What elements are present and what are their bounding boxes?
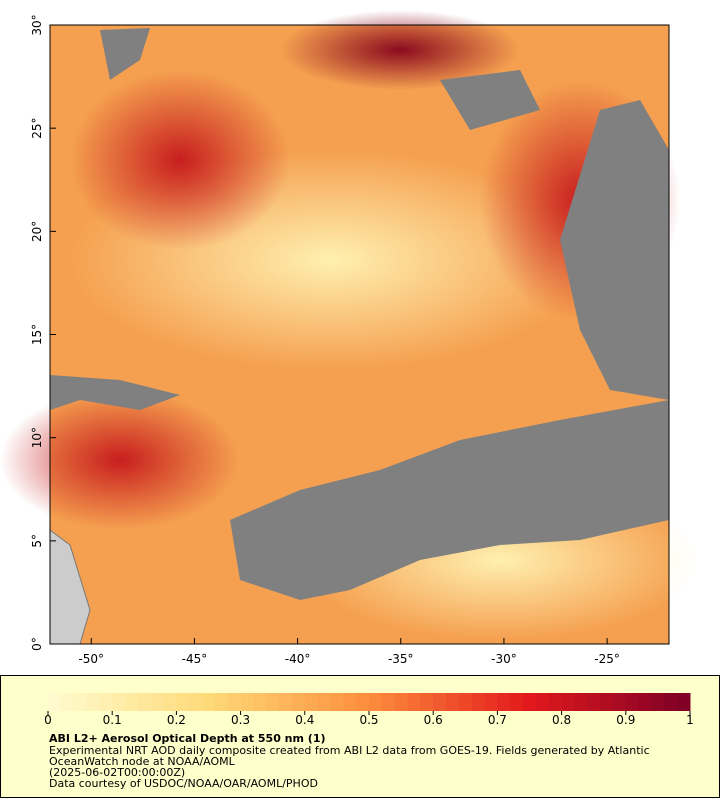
colorbar-step bbox=[458, 693, 473, 711]
colorbar-step bbox=[446, 693, 460, 711]
colorbar-tick-label: 0.5 bbox=[359, 713, 378, 726]
colorbar-step bbox=[112, 693, 126, 711]
colorbar-tick-label: 0.6 bbox=[424, 713, 443, 726]
colorbar-step bbox=[574, 693, 588, 711]
x-tick-label: -30° bbox=[491, 652, 517, 666]
colorbar-step bbox=[189, 693, 203, 711]
x-tick-label: -35° bbox=[388, 652, 414, 666]
colorbar-step bbox=[638, 693, 652, 711]
colorbar-tick-label: 1 bbox=[686, 713, 694, 726]
colorbar-step bbox=[330, 693, 344, 711]
x-tick-label: -50° bbox=[78, 652, 104, 666]
colorbar-step bbox=[664, 693, 678, 711]
colorbar-step bbox=[369, 693, 383, 711]
y-tick-label: 20° bbox=[30, 221, 44, 242]
colorbar-step bbox=[407, 693, 421, 711]
colorbar: 0 0.1 0.2 0.3 0.4 0.5 0.6 0.7 0.8 0.9 1 bbox=[44, 693, 694, 726]
colorbar-step bbox=[291, 693, 306, 711]
legend: 0 0.1 0.2 0.3 0.4 0.5 0.6 0.7 0.8 0.9 1 ABI L2+ Ae… bbox=[0, 675, 720, 798]
colorbar-step bbox=[561, 693, 575, 711]
no-data bbox=[230, 400, 669, 600]
colorbar-step bbox=[612, 693, 627, 711]
high-aod bbox=[0, 390, 240, 530]
colorbar-step bbox=[420, 693, 434, 711]
description: Data courtesy of USDOC/NOAA/OAR/AOML/PHO… bbox=[49, 777, 318, 790]
colorbar-step bbox=[304, 693, 319, 711]
colorbar-tick-label: 0.2 bbox=[167, 713, 186, 726]
no-data bbox=[50, 375, 180, 410]
colorbar-tick-label: 0.8 bbox=[552, 713, 571, 726]
colorbar-tick-label: 0.1 bbox=[103, 713, 122, 726]
colorbar-step bbox=[625, 693, 640, 711]
y-tick-label: 0° bbox=[30, 637, 44, 651]
colorbar-tick-label: 0.9 bbox=[616, 713, 635, 726]
colorbar-step bbox=[99, 693, 113, 711]
high-aod bbox=[280, 10, 520, 90]
x-tick-label: -40° bbox=[285, 652, 311, 666]
colorbar-step bbox=[60, 693, 75, 711]
colorbar-step bbox=[523, 693, 537, 711]
colorbar-step bbox=[317, 693, 331, 711]
description: Experimental NRT AOD daily composite cre… bbox=[49, 744, 650, 757]
no-data bbox=[560, 100, 669, 400]
map: -50° -45° -40° -35° -30° -25° 0° 5° 10° 15° 20° 25°… bbox=[0, 10, 700, 666]
colorbar-step bbox=[587, 693, 601, 711]
colorbar-step bbox=[381, 693, 396, 711]
colorbar-step bbox=[651, 693, 665, 711]
colorbar-step bbox=[600, 693, 614, 711]
y-tick-label: 5° bbox=[30, 534, 44, 548]
colorbar-tick-label: 0.7 bbox=[488, 713, 507, 726]
description: OceanWatch node at NOAA/AOML bbox=[49, 755, 235, 768]
colorbar-step bbox=[48, 693, 62, 711]
colorbar-tick-label: 0 bbox=[44, 713, 52, 726]
y-tick-label: 15° bbox=[30, 324, 44, 345]
colorbar-step bbox=[253, 693, 267, 711]
legend-title: ABI L2+ Aerosol Optical Depth at 550 nm … bbox=[49, 732, 326, 745]
colorbar-step bbox=[125, 693, 139, 711]
colorbar-step bbox=[535, 693, 550, 711]
colorbar-step bbox=[279, 693, 293, 711]
colorbar-step bbox=[176, 693, 190, 711]
colorbar-step bbox=[266, 693, 280, 711]
colorbar-step bbox=[202, 693, 216, 711]
colorbar-step bbox=[163, 693, 177, 711]
colorbar-step bbox=[356, 693, 370, 711]
colorbar-tick-label: 0.3 bbox=[231, 713, 250, 726]
description: (2025-06-02T00:00:00Z) bbox=[49, 766, 186, 779]
colorbar-step bbox=[86, 693, 100, 711]
colorbar-step bbox=[471, 693, 486, 711]
colorbar-step bbox=[677, 693, 691, 711]
colorbar-step bbox=[343, 693, 357, 711]
y-tick-label: 25° bbox=[30, 118, 44, 139]
colorbar-step bbox=[510, 693, 524, 711]
y-tick-label: 30° bbox=[30, 14, 44, 35]
colorbar-step bbox=[394, 693, 409, 711]
no-data bbox=[440, 70, 540, 130]
colorbar-step bbox=[484, 693, 498, 711]
colorbar-step bbox=[214, 693, 229, 711]
colorbar-step bbox=[150, 693, 165, 711]
colorbar-tick-label: 0.4 bbox=[295, 713, 314, 726]
x-tick-label: -25° bbox=[594, 652, 620, 666]
colorbar-step bbox=[433, 693, 447, 711]
colorbar-step bbox=[240, 693, 254, 711]
colorbar-step bbox=[73, 693, 88, 711]
colorbar-step bbox=[227, 693, 242, 711]
colorbar-step bbox=[497, 693, 511, 711]
colorbar-step bbox=[137, 693, 152, 711]
y-tick-label: 10° bbox=[30, 427, 44, 448]
high-aod bbox=[70, 70, 290, 250]
colorbar-step bbox=[548, 693, 563, 711]
no-data bbox=[100, 28, 150, 80]
x-tick-label: -45° bbox=[182, 652, 208, 666]
